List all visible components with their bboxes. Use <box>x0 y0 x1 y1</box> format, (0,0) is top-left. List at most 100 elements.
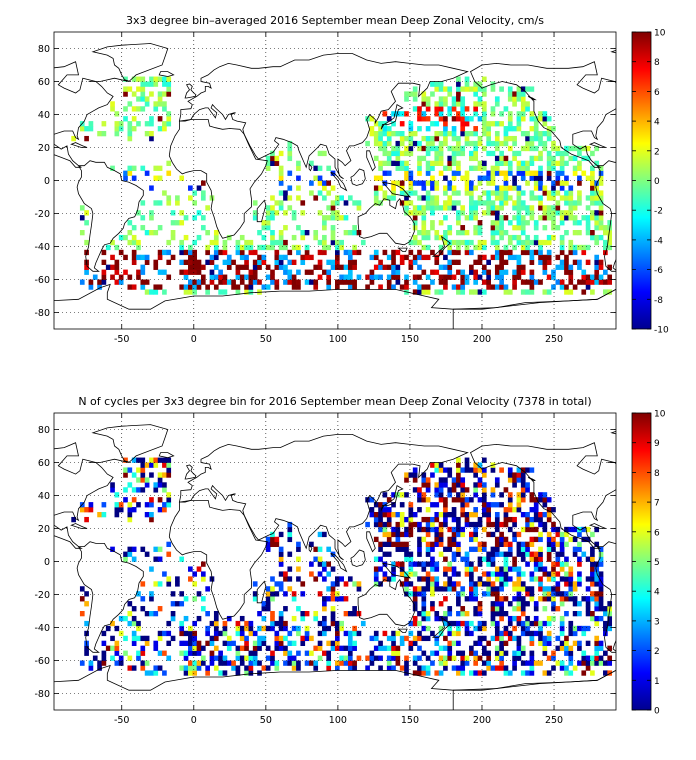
bin-cell <box>469 210 474 216</box>
bin-cell <box>564 611 569 617</box>
bin-cell <box>572 536 578 543</box>
bin-cell <box>512 566 517 572</box>
bin-cell <box>460 660 466 666</box>
bin-cell <box>443 215 448 221</box>
bin-cell <box>270 215 275 221</box>
bin-cell <box>456 101 461 107</box>
bin-cell <box>412 670 418 676</box>
coastline <box>469 61 616 168</box>
bin-cell <box>188 625 193 632</box>
bin-cell <box>382 492 388 498</box>
bin-cell <box>404 526 409 533</box>
bin-cell <box>118 660 124 666</box>
bin-cell <box>425 274 431 280</box>
bin-cell <box>520 215 526 221</box>
bin-cell <box>196 284 202 290</box>
bin-cell <box>157 225 163 231</box>
bin-cell <box>486 571 491 577</box>
bin-cell <box>296 606 301 612</box>
bin-cell <box>192 259 198 265</box>
bin-cell <box>499 234 504 241</box>
bin-cell <box>425 116 431 122</box>
bin-cell <box>473 546 479 552</box>
bin-cell <box>594 596 600 602</box>
bin-cell <box>140 546 146 552</box>
bin-cell <box>417 541 422 547</box>
bin-cell <box>149 116 154 122</box>
bin-cell <box>399 516 405 523</box>
bin-cell <box>313 576 319 582</box>
bin-cell <box>525 591 530 597</box>
bin-cell <box>577 190 582 196</box>
bin-cell <box>568 200 574 206</box>
bin-cell <box>352 244 357 251</box>
bin-cell <box>244 625 249 632</box>
bin-cell <box>598 195 604 201</box>
bin-cell <box>378 145 383 152</box>
bin-cell <box>343 645 349 651</box>
bin-cell <box>162 126 167 132</box>
bin-cell <box>356 205 362 211</box>
bin-cell <box>196 566 202 572</box>
bin-cell <box>417 289 422 295</box>
bin-cell <box>503 487 509 493</box>
bin-cell <box>520 611 526 617</box>
bin-cell <box>188 665 193 671</box>
bin-cell <box>555 175 561 181</box>
bin-cell <box>520 175 526 181</box>
bin-cell <box>131 126 137 132</box>
bin-cell <box>326 640 332 646</box>
bin-cell <box>105 264 111 270</box>
bin-cell <box>434 502 440 508</box>
bin-cell <box>477 497 483 503</box>
bin-cell <box>430 140 435 147</box>
bin-cell <box>408 512 414 518</box>
bin-cell <box>538 254 543 261</box>
bin-cell <box>469 521 474 528</box>
bin-cell <box>507 91 513 97</box>
bin-cell <box>507 195 513 201</box>
bin-cell <box>291 210 297 216</box>
bin-cell <box>585 244 591 251</box>
bin-cell <box>162 472 167 478</box>
bin-cell <box>438 101 444 107</box>
bin-cell <box>607 625 613 632</box>
bin-cell <box>313 195 319 201</box>
bin-cell <box>443 665 448 671</box>
bin-cell <box>265 546 271 552</box>
bin-cell <box>140 215 146 221</box>
bin-cell <box>213 655 219 661</box>
bin-cell <box>607 601 613 607</box>
bin-cell <box>335 665 340 671</box>
bin-cell <box>481 526 487 533</box>
bin-cell <box>283 254 288 261</box>
bin-cell <box>568 526 574 533</box>
bin-cell <box>507 502 513 508</box>
bin-cell <box>481 190 487 196</box>
bin-cell <box>520 239 526 246</box>
bin-cell <box>559 210 565 216</box>
bin-cell <box>525 516 530 523</box>
bin-cell <box>516 576 522 582</box>
bin-cell <box>330 640 336 646</box>
bin-cell <box>434 482 440 488</box>
bin-cell <box>443 655 448 661</box>
bin-cell <box>598 279 604 285</box>
bin-cell <box>153 457 159 463</box>
bin-cell <box>538 215 543 221</box>
bin-cell <box>162 482 167 488</box>
bin-cell <box>542 121 548 127</box>
bin-cell <box>564 640 569 646</box>
bin-cell <box>486 502 491 508</box>
bin-cell <box>564 635 569 642</box>
bin-cell <box>412 86 418 92</box>
bin-cell <box>516 472 522 478</box>
bin-cell <box>131 630 137 637</box>
bin-cell <box>417 586 422 592</box>
bin-cell <box>585 205 591 211</box>
bin-cell <box>131 165 137 171</box>
bin-cell <box>451 190 457 196</box>
bin-cell <box>278 170 284 176</box>
bin-cell <box>296 625 301 632</box>
bin-cell <box>244 274 249 280</box>
